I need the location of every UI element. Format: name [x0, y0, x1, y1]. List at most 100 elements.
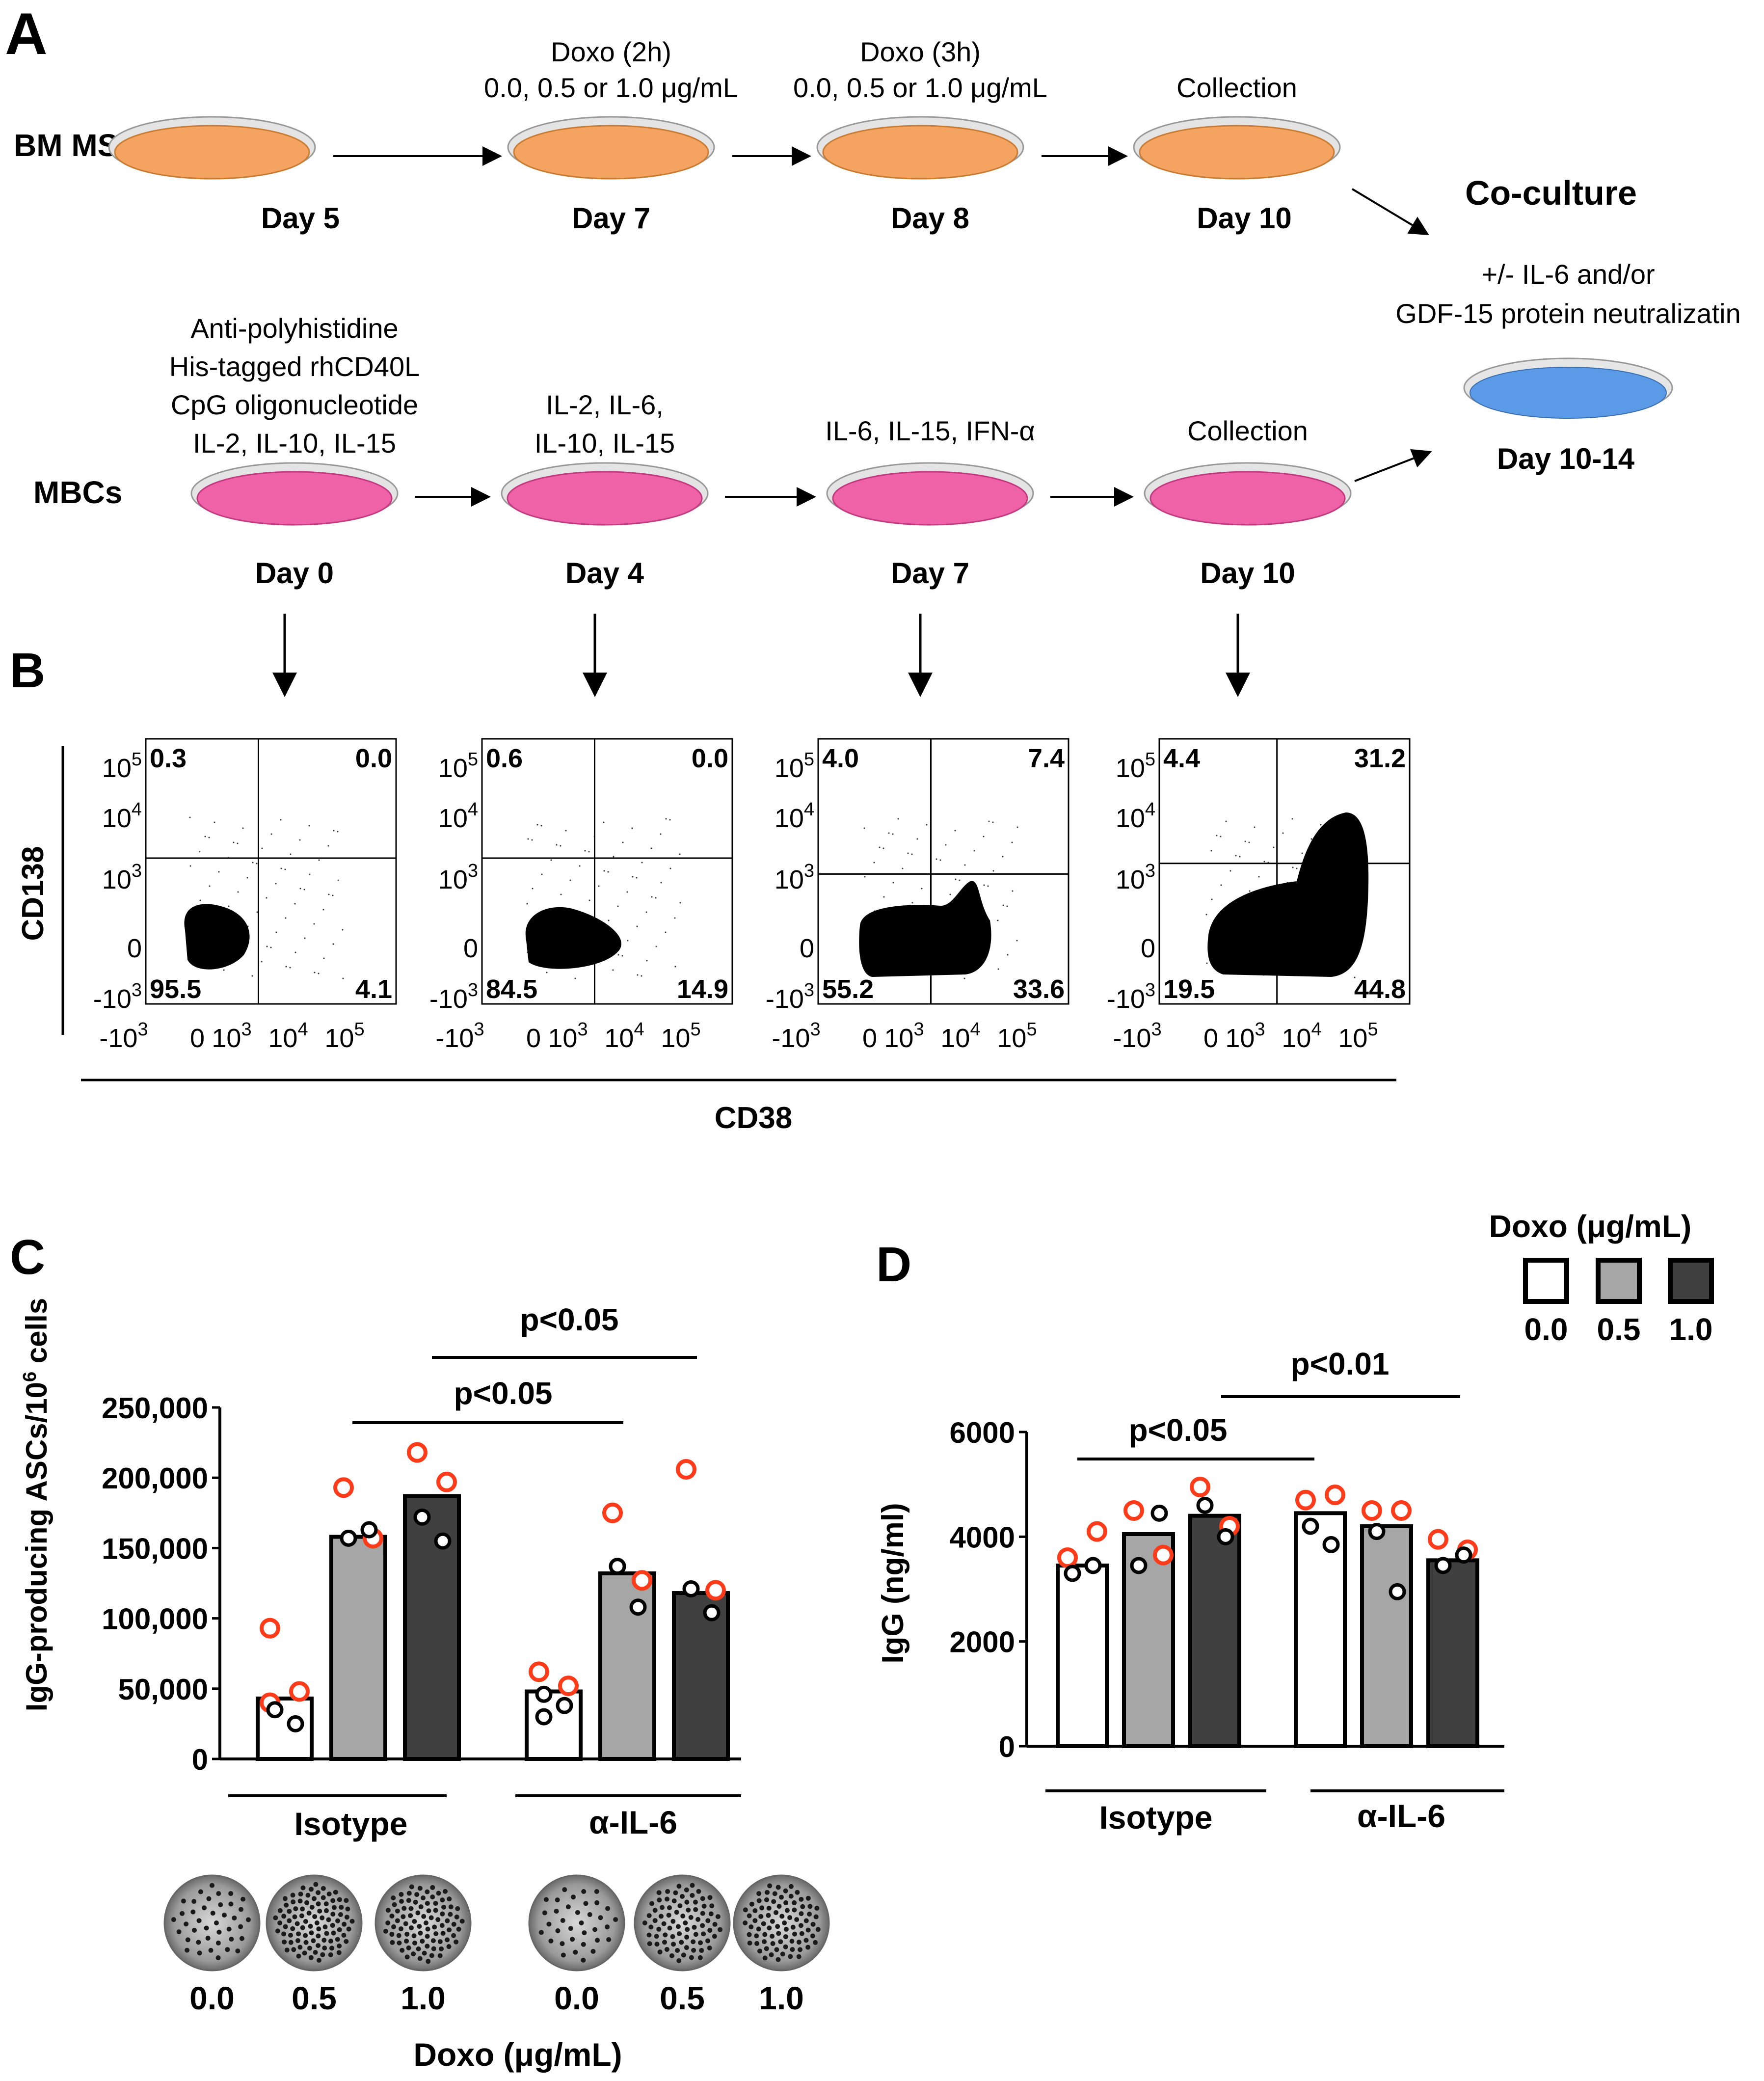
- chart-d-bar-2-1: [1426, 1558, 1479, 1748]
- elispot-spot: [411, 1933, 417, 1939]
- flow-event-2: [973, 850, 975, 852]
- elispot-spot: [441, 1904, 447, 1910]
- elispot-spot: [691, 1947, 696, 1953]
- elispot-spot: [783, 1888, 788, 1893]
- elispot-spot: [807, 1904, 813, 1909]
- elispot-spot: [421, 1895, 426, 1901]
- flow-ytick-exp: 3: [468, 861, 478, 881]
- panel-d-ylabel: IgG (ng/ml): [876, 1503, 910, 1663]
- elispot-spot: [397, 1940, 402, 1946]
- flow-event-0: [266, 946, 268, 947]
- elispot-spot: [282, 1939, 287, 1945]
- flow-ytick-base: -10: [766, 984, 804, 1014]
- quad-lr-0: 4.1: [355, 974, 392, 1004]
- chart-d-ytick-label: 0: [999, 1730, 1015, 1763]
- elispot-spot: [805, 1895, 811, 1901]
- flow-event-0: [299, 888, 301, 890]
- flow-ytick-2-2: 103: [775, 861, 814, 894]
- elispot-spot: [542, 1910, 547, 1916]
- elispot-spot: [344, 1939, 349, 1944]
- flow-ytick-base: 10: [102, 865, 132, 894]
- mbcs-label: MBCs: [33, 475, 122, 510]
- chart-d-ytick-label: 6000: [950, 1416, 1015, 1449]
- elispot-spot: [684, 1887, 689, 1892]
- flow-event-2: [954, 830, 956, 832]
- flow-ytick-base: 10: [438, 754, 468, 783]
- elispot-spot: [296, 1931, 301, 1937]
- flow-event-0: [299, 839, 301, 841]
- elispot-spot: [418, 1930, 423, 1936]
- flow-xtick-base: 10: [212, 1024, 241, 1053]
- chart-c-point-black: [556, 1697, 573, 1714]
- flow-event-1: [546, 972, 548, 973]
- flow-event-0: [204, 836, 206, 838]
- flow-event-2: [897, 818, 899, 820]
- elispot-spot: [312, 1896, 317, 1901]
- elispot-spot: [652, 1908, 658, 1913]
- flow-event-0: [275, 931, 277, 933]
- flow-xtick-exp: 4: [1311, 1019, 1321, 1040]
- flow-event-3: [1273, 846, 1275, 848]
- flow-xtick-exp: 3: [913, 1019, 924, 1040]
- elispot-spot: [795, 1890, 800, 1895]
- elispot-spot: [707, 1946, 712, 1951]
- elispot-spot: [180, 1911, 185, 1916]
- flow-event-3: [1291, 818, 1293, 820]
- elispot-spot: [406, 1891, 412, 1896]
- elispot-spot: [349, 1919, 355, 1924]
- chart-c-point-red: [289, 1681, 310, 1702]
- elispot-spot: [701, 1931, 706, 1937]
- flow-event-0: [237, 891, 239, 893]
- flow-event-0: [256, 911, 258, 913]
- elispot-spot: [239, 1907, 244, 1912]
- flow-event-1: [527, 838, 529, 840]
- elispot-spot: [647, 1941, 652, 1946]
- flow-event-2: [1002, 856, 1004, 858]
- chart-c-point-black: [287, 1715, 304, 1732]
- flow-ytick-exp: 5: [804, 749, 814, 770]
- elispot-spot: [331, 1930, 336, 1936]
- panel-d-group-isotype: Isotype: [1099, 1799, 1212, 1836]
- elispot-spot: [705, 1918, 711, 1923]
- chart-c-point-black: [609, 1558, 626, 1575]
- mbc-step-0-line3: IL-2, IL-10, IL-15: [193, 428, 396, 459]
- elispot-spot: [337, 1897, 342, 1902]
- elispot-spot: [412, 1940, 418, 1946]
- flow-event-2: [902, 867, 904, 869]
- elispot-spot: [776, 1904, 782, 1909]
- flow-event-0: [304, 937, 306, 939]
- bm-day-3: Day 10: [1197, 202, 1291, 235]
- panel-d-group-anti-il6: α-IL-6: [1357, 1798, 1445, 1834]
- elispot-label-4: 0.5: [660, 1980, 705, 2016]
- panel-c-group-anti-il6: α-IL-6: [589, 1804, 677, 1840]
- elispot-spot: [782, 1920, 787, 1925]
- chart-c-point-red: [436, 1471, 457, 1492]
- flow-event-1: [621, 955, 623, 957]
- elispot-spot: [683, 1920, 688, 1925]
- elispot-spot: [430, 1885, 435, 1890]
- flow-ytick-3-0: 105: [1116, 749, 1155, 783]
- elispot-spot: [344, 1915, 349, 1920]
- elispot-spot: [275, 1928, 280, 1934]
- elispot-spot: [416, 1946, 421, 1951]
- flow-event-2: [892, 882, 894, 884]
- flow-xtick-2-2: 103: [884, 1019, 924, 1053]
- flow-xtick-1-0: -103: [435, 1019, 484, 1053]
- legend-title: Doxo (μg/mL): [1489, 1209, 1691, 1244]
- flow-ytick-3-4: -103: [1107, 980, 1155, 1014]
- chart-d-point-black: [1064, 1565, 1081, 1582]
- elispot-spot: [594, 1900, 600, 1905]
- elispot-spot: [673, 1890, 678, 1895]
- elispot-spot: [181, 1898, 186, 1904]
- elispot-spot: [210, 1911, 215, 1916]
- flow-event-1: [674, 966, 676, 968]
- elispot-spot: [333, 1890, 338, 1895]
- flow-event-2: [1016, 940, 1018, 942]
- chart-d-point-black: [1217, 1528, 1234, 1545]
- elispot-spot: [335, 1918, 341, 1923]
- chart-c-ytick-label: 100,000: [102, 1603, 208, 1636]
- flow-xtick-0-0: -103: [99, 1019, 148, 1053]
- flow-event-1: [660, 882, 662, 884]
- flow-event-1: [531, 839, 533, 841]
- quad-ul-3: 4.4: [1163, 744, 1200, 773]
